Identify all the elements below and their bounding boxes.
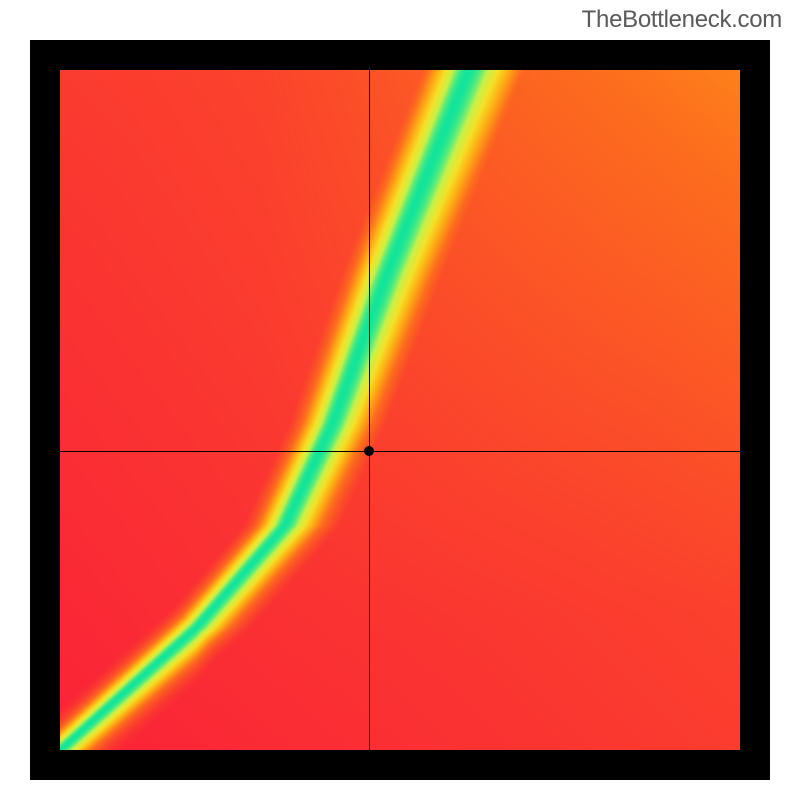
crosshair-dot — [364, 446, 374, 456]
heatmap-canvas — [60, 70, 740, 750]
plot-inner — [60, 70, 740, 750]
crosshair-vertical — [369, 70, 370, 750]
root: TheBottleneck.com — [0, 0, 800, 800]
plot-outer-frame — [30, 40, 770, 780]
crosshair-horizontal — [60, 451, 740, 452]
attribution-text: TheBottleneck.com — [582, 6, 782, 34]
